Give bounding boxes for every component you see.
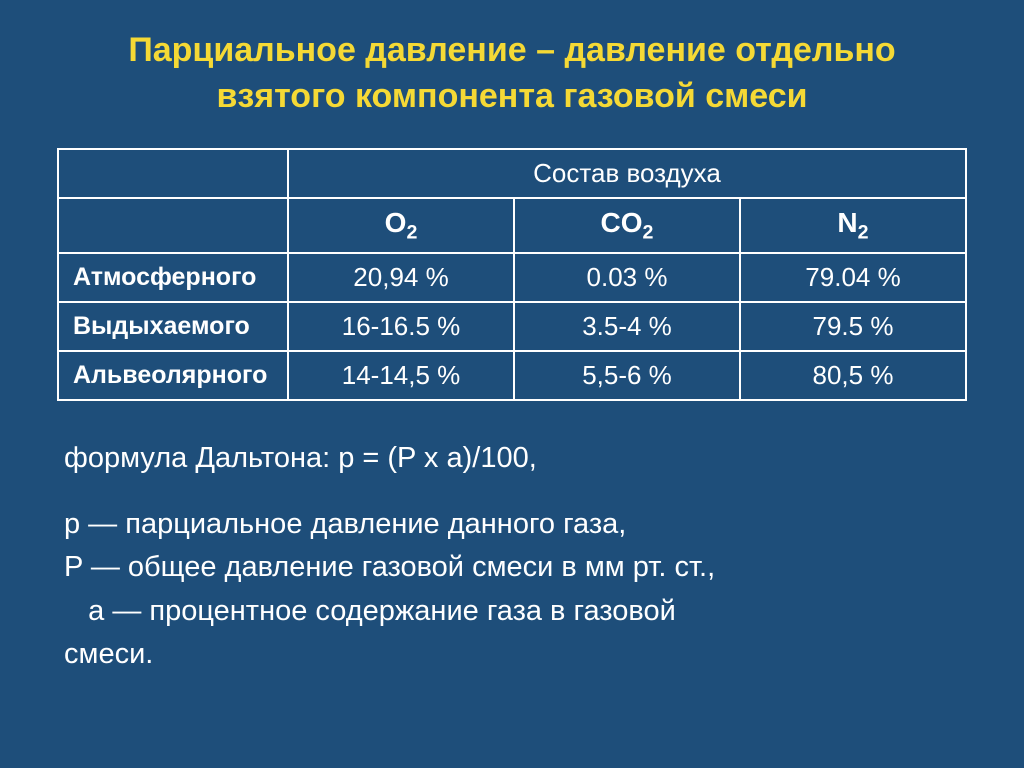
table-main-header: Состав воздуха: [288, 149, 966, 198]
cell-exh-co2: 3.5-4 %: [514, 302, 740, 351]
row-label-alveolar: Альвеолярного: [58, 351, 288, 400]
gas-header-n2: N2: [740, 198, 966, 254]
a-def-line1: a — процентное содержание газа в газовой: [64, 590, 984, 634]
table-row: Альвеолярного 14-14,5 % 5,5-6 % 80,5 %: [58, 351, 966, 400]
p-upper-def: P — общее давление газовой смеси в мм рт…: [64, 546, 984, 590]
cell-alv-co2: 5,5-6 %: [514, 351, 740, 400]
air-composition-table: Состав воздуха O2 CO2 N2 Атмосферного 20…: [57, 148, 967, 402]
dalton-formula: формула Дальтона: p = (P х a)/100,: [64, 437, 984, 481]
cell-exh-o2: 16-16.5 %: [288, 302, 514, 351]
slide-title: Парциальное давление – давление отдельно…: [40, 28, 984, 120]
row-label-atmospheric: Атмосферного: [58, 253, 288, 302]
gas-header-co2: CO2: [514, 198, 740, 254]
cell-atm-o2: 20,94 %: [288, 253, 514, 302]
p-lower-def: p — парциальное давление данного газа,: [64, 503, 984, 547]
table-row: Атмосферного 20,94 % 0.03 % 79.04 %: [58, 253, 966, 302]
table-empty-cell: [58, 198, 288, 254]
cell-alv-o2: 14-14,5 %: [288, 351, 514, 400]
table-row: Выдыхаемого 16-16.5 % 3.5-4 % 79.5 %: [58, 302, 966, 351]
cell-exh-n2: 79.5 %: [740, 302, 966, 351]
gas-header-o2: O2: [288, 198, 514, 254]
formula-block: формула Дальтона: p = (P х a)/100, p — п…: [40, 437, 984, 677]
cell-atm-co2: 0.03 %: [514, 253, 740, 302]
title-line-2: взятого компонента газовой смеси: [216, 77, 807, 115]
table-empty-corner: [58, 149, 288, 198]
cell-alv-n2: 80,5 %: [740, 351, 966, 400]
cell-atm-n2: 79.04 %: [740, 253, 966, 302]
row-label-exhaled: Выдыхаемого: [58, 302, 288, 351]
a-def-line2: смеси.: [64, 633, 984, 677]
title-line-1: Парциальное давление – давление отдельно: [128, 31, 895, 69]
